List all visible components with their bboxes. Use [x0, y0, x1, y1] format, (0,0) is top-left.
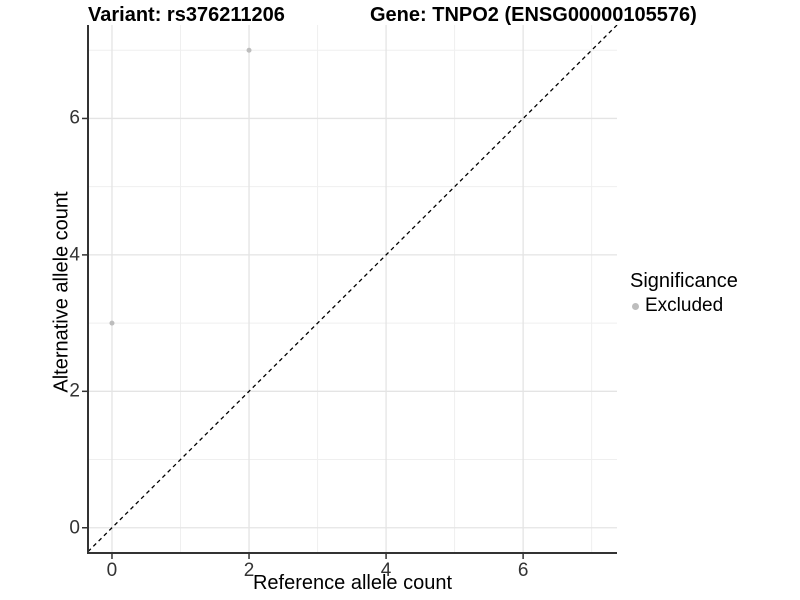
legend-entry-excluded: Excluded — [630, 295, 738, 317]
y-axis-title: Alternative allele count — [50, 191, 73, 393]
y-tick-label: 2 — [69, 380, 80, 402]
x-axis-title: Reference allele count — [252, 572, 452, 594]
identity-dashed-line — [87, 25, 618, 553]
data-point — [109, 320, 115, 326]
variant-title: Variant: rs376211206 — [88, 4, 285, 26]
x-tick-label: 2 — [243, 560, 255, 581]
y-tick-label: 4 — [69, 244, 80, 266]
excluded-point-icon — [632, 302, 639, 310]
gene-title: Gene: TNPO2 (ENSG00000105576) — [370, 4, 697, 26]
x-tick-label: 6 — [517, 560, 529, 581]
scatter-plot-panel — [82, 25, 618, 559]
x-tick-label: 4 — [380, 560, 392, 581]
legend-entry-label: Excluded — [645, 295, 724, 316]
legend: Significance Excluded — [630, 270, 738, 317]
x-tick-label: 0 — [106, 560, 118, 581]
y-tick-label: 0 — [69, 517, 80, 539]
y-tick-label: 6 — [69, 107, 80, 129]
data-point — [246, 47, 252, 53]
legend-title: Significance — [630, 270, 738, 292]
